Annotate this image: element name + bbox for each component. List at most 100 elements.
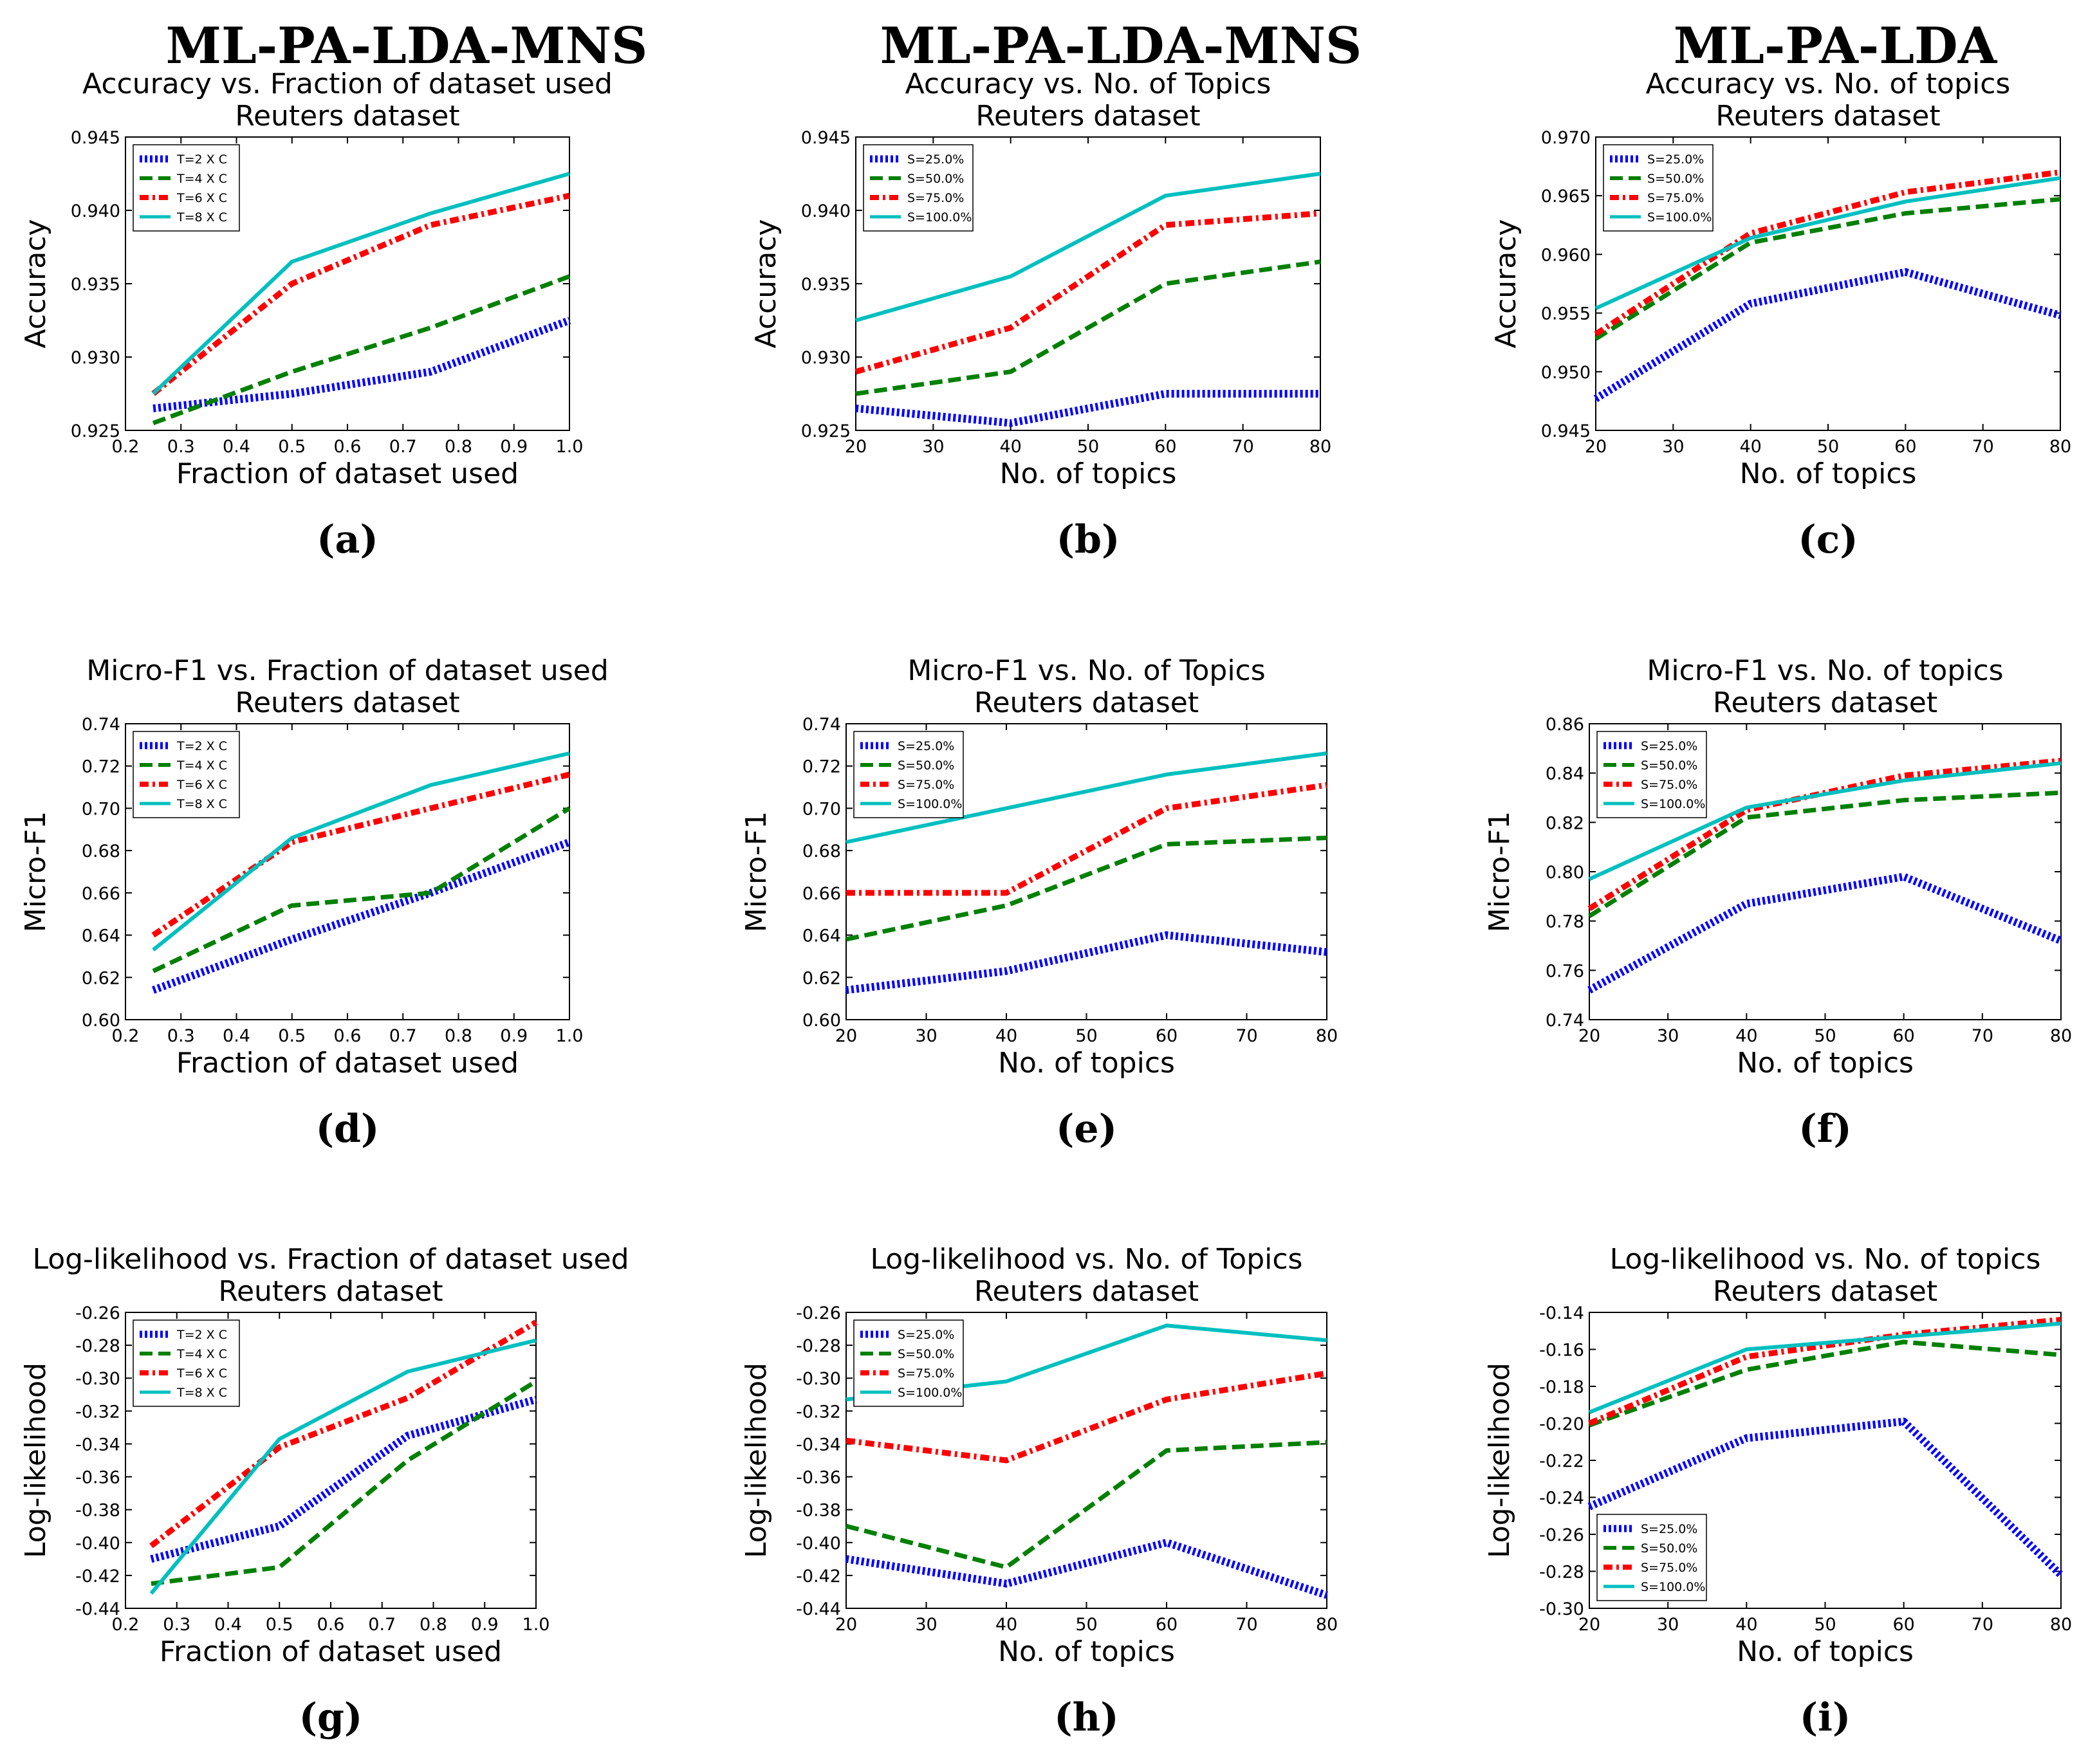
- legend-label: T=6 X C: [176, 1366, 227, 1381]
- y-tick-label: -0.20: [1539, 1415, 1584, 1435]
- series-line: [855, 172, 1321, 322]
- y-tick-label: -0.44: [796, 1599, 841, 1619]
- chart-subtitle: Reuters dataset: [974, 1275, 1199, 1308]
- subfigure-label: (e): [1056, 1107, 1117, 1152]
- x-tick-label: 30: [1662, 437, 1684, 457]
- series-line: [845, 1370, 1327, 1464]
- series-line: [845, 835, 1327, 942]
- legend-label: T=6 X C: [176, 191, 227, 205]
- legend-label: T=2 X C: [176, 739, 227, 753]
- x-tick-label: 0.5: [278, 437, 306, 457]
- series-line: [1588, 1321, 2062, 1415]
- y-tick-label: -0.36: [75, 1468, 120, 1488]
- y-tick-label: 0.72: [82, 757, 120, 777]
- chart-panel: Log-likelihood vs. No. of TopicsReuters …: [740, 1243, 1338, 1740]
- chart-subtitle: Reuters dataset: [235, 100, 459, 133]
- subfigure-label: (h): [1054, 1695, 1118, 1740]
- y-tick-label: -0.38: [796, 1501, 841, 1521]
- y-tick-label: -0.44: [75, 1599, 120, 1619]
- chart-subtitle: Reuters dataset: [974, 686, 1199, 719]
- column-title-3: ML-PA-LDA: [1674, 17, 1998, 75]
- series-line: [1588, 1317, 2062, 1426]
- legend: S=25.0% S=50.0% S=75.0% S=100.0%: [863, 144, 974, 232]
- x-tick-label: 50: [1817, 437, 1839, 457]
- legend-label: T=8 X C: [176, 1386, 227, 1400]
- x-tick-label: 0.2: [112, 437, 140, 457]
- x-tick-label: 40: [999, 437, 1021, 457]
- series-line: [149, 1338, 537, 1595]
- x-tick-label: 0.3: [163, 1615, 190, 1635]
- x-tick-label: 0.5: [266, 1615, 293, 1635]
- legend-label: S=50.0%: [1641, 758, 1697, 773]
- legend-label: S=100.0%: [898, 1386, 962, 1400]
- series-line: [845, 1440, 1327, 1570]
- y-tick-label: -0.34: [75, 1435, 120, 1455]
- y-axis-label: Accuracy: [19, 219, 52, 349]
- x-tick-label: 50: [1077, 437, 1099, 457]
- y-tick-label: -0.28: [796, 1336, 841, 1356]
- x-tick-label: 60: [1892, 1615, 1914, 1635]
- legend: S=25.0% S=50.0% S=75.0% S=100.0%: [1596, 1514, 1707, 1601]
- chart-panel: Micro-F1 vs. Fraction of dataset usedReu…: [19, 654, 609, 1152]
- chart-panel: Accuracy vs. Fraction of dataset usedReu…: [19, 68, 613, 562]
- y-tick-label: 0.70: [82, 799, 120, 819]
- x-tick-label: 0.3: [167, 1026, 195, 1046]
- chart-title: Accuracy vs. No. of topics: [1646, 68, 2011, 100]
- chart-title: Micro-F1 vs. No. of topics: [1647, 654, 2003, 687]
- legend-label: S=75.0%: [907, 191, 964, 205]
- y-axis-label: Log-likelihood: [740, 1363, 773, 1558]
- legend-label: S=25.0%: [898, 1328, 954, 1342]
- legend-label: T=2 X C: [176, 1328, 227, 1342]
- x-tick-label: 70: [1235, 1615, 1257, 1635]
- x-tick-label: 0.4: [223, 437, 250, 457]
- y-tick-label: -0.26: [75, 1303, 120, 1323]
- chart-subtitle: Reuters dataset: [235, 686, 459, 719]
- column-title-2: ML-PA-LDA-MNS: [880, 17, 1362, 75]
- series-line: [1594, 176, 2061, 311]
- chart-title: Accuracy vs. Fraction of dataset used: [82, 68, 613, 100]
- y-tick-label: 0.70: [802, 799, 841, 819]
- y-tick-label: -0.26: [1539, 1525, 1584, 1545]
- legend-label: S=75.0%: [1647, 191, 1704, 205]
- y-tick-label: 0.62: [82, 968, 120, 988]
- chart-subtitle: Reuters dataset: [1713, 1275, 1937, 1308]
- x-tick-label: 80: [2050, 1026, 2072, 1046]
- y-tick-label: 0.60: [802, 1011, 841, 1031]
- series-line: [1587, 872, 2063, 994]
- series-line: [845, 931, 1327, 994]
- chart-title: Accuracy vs. No. of Topics: [905, 68, 1271, 100]
- y-tick-label: 0.68: [82, 841, 120, 861]
- legend-label: T=6 X C: [176, 778, 227, 792]
- y-tick-label: -0.22: [1539, 1451, 1584, 1471]
- legend-label: S=25.0%: [907, 152, 964, 167]
- y-tick-label: 0.80: [1546, 863, 1584, 883]
- y-tick-label: -0.28: [1539, 1563, 1584, 1583]
- chart-title: Micro-F1 vs. No. of Topics: [907, 654, 1265, 687]
- chart-panel: Log-likelihood vs. No. of topicsReuters …: [1483, 1243, 2072, 1740]
- x-tick-label: 0.7: [368, 1615, 396, 1635]
- y-tick-label: -0.42: [796, 1566, 841, 1586]
- y-tick-label: 0.965: [1541, 187, 1591, 207]
- legend-label: S=100.0%: [898, 797, 962, 811]
- y-tick-label: 0.960: [1541, 245, 1591, 265]
- x-tick-label: 1.0: [556, 1026, 584, 1046]
- y-tick-label: 0.935: [801, 275, 851, 295]
- x-tick-label: 30: [915, 1615, 937, 1635]
- y-tick-label: 0.930: [801, 348, 851, 368]
- legend: S=25.0% S=50.0% S=75.0% S=100.0%: [853, 1319, 964, 1407]
- legend-label: T=4 X C: [176, 172, 227, 186]
- x-tick-label: 50: [1814, 1615, 1836, 1635]
- y-axis-label: Micro-F1: [19, 811, 52, 932]
- x-tick-label: 70: [1972, 1615, 1993, 1635]
- chart-subtitle: Reuters dataset: [975, 100, 1200, 133]
- series-line: [152, 806, 571, 973]
- y-tick-label: 0.925: [801, 421, 851, 441]
- x-tick-label: 20: [835, 1615, 857, 1635]
- series-line: [150, 1395, 537, 1563]
- y-tick-label: 0.66: [82, 884, 120, 904]
- series-line: [152, 838, 571, 994]
- y-tick-label: 0.84: [1546, 764, 1584, 784]
- x-tick-label: 60: [1892, 1026, 1914, 1046]
- x-tick-label: 20: [1578, 1615, 1600, 1635]
- x-tick-label: 80: [1316, 1026, 1338, 1046]
